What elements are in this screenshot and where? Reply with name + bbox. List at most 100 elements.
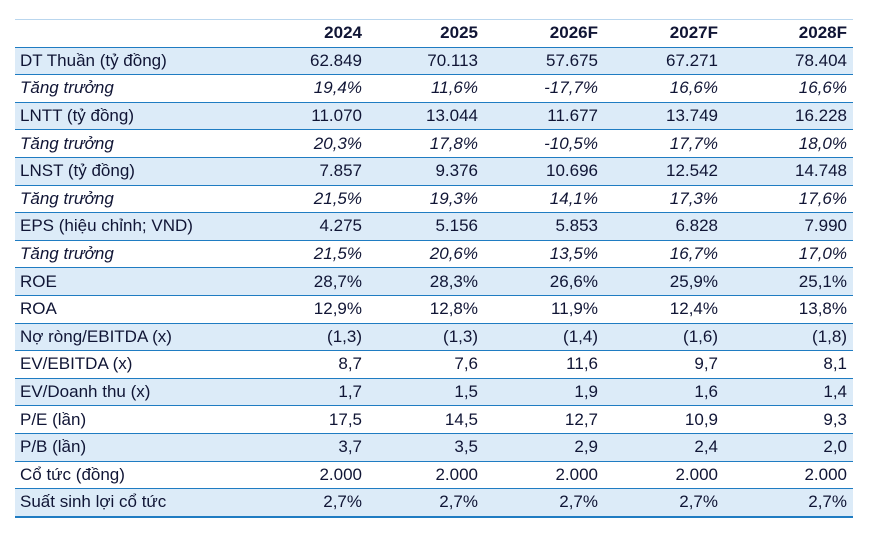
financial-table: 2024 2025 2026F 2027F 2028F DT Thuần (tỷ đồn… [15, 19, 853, 518]
cell-value: 21,5% [313, 188, 362, 208]
cell-value: (1,4) [563, 326, 598, 346]
cell-value: 17,8% [429, 133, 478, 153]
cell-value: 12.542 [666, 161, 718, 181]
row-label: ROE [20, 271, 57, 291]
cell-value: 1,6 [694, 382, 718, 402]
table-row: Nợ ròng/EBITDA (x) (1,3) (1,3) (1,4) (1,6) (1… [15, 323, 853, 351]
row-label: Suất sinh lợi cổ tức [20, 492, 167, 512]
table-row: EV/Doanh thu (x) 1,7 1,5 1,9 1,6 1,4 [15, 378, 853, 406]
cell-value: 7.990 [804, 216, 847, 236]
table-row: ROE 28,7% 28,3% 26,6% 25,9% 25,1% [15, 267, 853, 296]
cell-value: 78.404 [795, 50, 847, 70]
cell-value: 70.113 [427, 50, 478, 70]
cell-value: 9,3 [823, 409, 847, 429]
table-row: Suất sinh lợi cổ tức 2,7% 2,7% 2,7% 2,7% 2,7% [15, 488, 853, 517]
cell-value: 25,1% [798, 271, 847, 291]
cell-value: 17,7% [669, 133, 718, 153]
header-cell: 2026F [549, 23, 598, 43]
row-label: EV/Doanh thu (x) [20, 382, 151, 402]
cell-value: 2.000 [675, 464, 718, 484]
cell-value: 2,7% [679, 492, 718, 512]
cell-value: 2.000 [435, 464, 478, 484]
table-row: ROA 12,9% 12,8% 11,9% 12,4% 13,8% [15, 295, 853, 324]
cell-value: 19,3% [429, 188, 478, 208]
cell-value: 3,5 [454, 437, 478, 457]
cell-value: 9,7 [694, 354, 718, 374]
cell-value: 1,9 [574, 382, 598, 402]
cell-value: 2.000 [804, 464, 847, 484]
cell-value: 19,4% [313, 78, 362, 98]
cell-value: 10,9 [684, 409, 718, 429]
row-label: ROA [20, 299, 57, 319]
header-row: 2024 2025 2026F 2027F 2028F [15, 19, 853, 48]
header-cell: 2024 [324, 23, 362, 43]
table-row: DT Thuần (tỷ đồng) 62.849 70.113 57.675 67.2… [15, 47, 853, 75]
cell-value: 14,1% [549, 188, 598, 208]
cell-value: 17,6% [798, 188, 847, 208]
cell-value: 2,7% [808, 492, 847, 512]
row-label: Cổ tức (đồng) [20, 464, 125, 484]
cell-value: 11,6% [431, 78, 478, 98]
cell-value: 16.228 [795, 106, 847, 126]
row-label: DT Thuần (tỷ đồng) [20, 50, 167, 70]
table-row: EV/EBITDA (x) 8,7 7,6 11,6 9,7 8,1 [15, 351, 853, 379]
cell-value: 11.070 [311, 106, 362, 126]
cell-value: 5.853 [555, 216, 598, 236]
cell-value: 9.376 [435, 161, 478, 181]
header-cell: 2028F [798, 23, 847, 43]
table-row: Tăng trưởng 21,5% 19,3% 14,1% 17,3% 17,6% [15, 185, 853, 213]
cell-value: (1,3) [443, 326, 478, 346]
cell-value: (1,8) [812, 326, 847, 346]
cell-value: 17,0% [798, 244, 847, 264]
cell-value: 21,5% [313, 244, 362, 264]
cell-value: 10.696 [546, 161, 598, 181]
row-label: Tăng trưởng [20, 188, 114, 208]
cell-value: 11.677 [547, 106, 598, 126]
cell-value: 16,6% [798, 78, 847, 98]
cell-value: 6.828 [675, 216, 718, 236]
cell-value: 17,3% [669, 188, 718, 208]
table-row: LNTT (tỷ đồng) 11.070 13.044 11.677 13.749 16… [15, 102, 853, 130]
cell-value: 8,1 [823, 354, 847, 374]
cell-value: 28,7% [313, 271, 362, 291]
cell-value: 12,8% [429, 299, 478, 319]
cell-value: 2.000 [555, 464, 598, 484]
cell-value: 20,6% [429, 244, 478, 264]
row-label: LNST (tỷ đồng) [20, 161, 135, 181]
row-label: P/E (lần) [20, 409, 87, 429]
table-row: Tăng trưởng 19,4% 11,6% -17,7% 16,6% 16,6% [15, 75, 853, 103]
table-row: Cổ tức (đồng) 2.000 2.000 2.000 2.000 2.000 [15, 461, 853, 489]
row-label: EPS (hiệu chỉnh; VND) [20, 216, 193, 236]
cell-value: 8,7 [338, 354, 362, 374]
table-row: Tăng trưởng 21,5% 20,6% 13,5% 16,7% 17,0% [15, 240, 853, 268]
table-row: Tăng trưởng 20,3% 17,8% -10,5% 17,7% 18,0% [15, 130, 853, 158]
cell-value: 14.748 [795, 161, 847, 181]
cell-value: 62.849 [310, 50, 362, 70]
row-label: Nợ ròng/EBITDA (x) [20, 326, 172, 346]
table-row: P/E (lần) 17,5 14,5 12,7 10,9 9,3 [15, 406, 853, 434]
row-label: Tăng trưởng [20, 78, 114, 98]
row-label: Tăng trưởng [20, 133, 114, 153]
cell-value: 57.675 [546, 50, 598, 70]
cell-value: 7.857 [319, 161, 362, 181]
cell-value: 12,4% [669, 299, 718, 319]
header-cell: 2025 [440, 23, 478, 43]
row-label: LNTT (tỷ đồng) [20, 106, 135, 126]
cell-value: 11,6 [566, 354, 598, 374]
table-container: 2024 2025 2026F 2027F 2028F DT Thuần (tỷ đồn… [15, 19, 853, 518]
cell-value: 7,6 [454, 354, 478, 374]
cell-value: 2,4 [694, 437, 718, 457]
cell-value: 2,7% [559, 492, 598, 512]
row-label: Tăng trưởng [20, 244, 114, 264]
cell-value: -10,5% [544, 133, 598, 153]
cell-value: 2,0 [823, 437, 847, 457]
header-corner [15, 20, 250, 48]
cell-value: 1,5 [454, 382, 478, 402]
cell-value: 12,9% [313, 299, 362, 319]
cell-value: -17,7% [544, 78, 598, 98]
cell-value: 13,5% [549, 244, 598, 264]
cell-value: 3,7 [338, 437, 362, 457]
cell-value: 2,9 [574, 437, 598, 457]
cell-value: 1,4 [823, 382, 847, 402]
table-row: P/B (lần) 3,7 3,5 2,9 2,4 2,0 [15, 433, 853, 461]
